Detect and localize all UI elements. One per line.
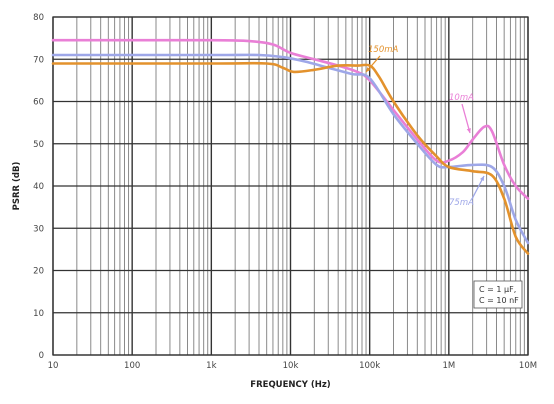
y-tick-label: 20 <box>33 267 44 277</box>
x-tick-label: 1k <box>206 361 216 371</box>
y-tick-label: 30 <box>33 224 44 234</box>
x-tick-label: 10 <box>48 361 59 371</box>
x-tick-label: 100 <box>124 361 140 371</box>
series-line-150ma <box>51 61 530 255</box>
plot-frame <box>52 16 529 356</box>
annotation-label-10ma: 10mA <box>449 93 474 103</box>
x-tick-label: 10k <box>283 361 299 371</box>
x-tick-label: 10M <box>519 361 537 371</box>
y-tick-label: 60 <box>33 98 44 108</box>
y-tick-label: 70 <box>33 55 44 65</box>
annotation-arrowhead-150ma <box>366 67 371 72</box>
y-tick-label: 50 <box>33 140 44 150</box>
condition-line-1: C = 1 µF, <box>479 285 516 294</box>
annotation-arrow-10ma <box>461 103 471 134</box>
annotation-arrowhead-10ma <box>466 128 471 133</box>
condition-box-frame <box>473 280 523 309</box>
y-tick-label: 80 <box>33 13 44 23</box>
series-line-75ma <box>51 53 530 245</box>
series-line-10ma <box>51 38 530 200</box>
annotation-label-150ma: 150mA <box>368 45 399 55</box>
tick-layer: 10 100 1k 10k 100k 1M 10M 0 10 20 30 40 50 60 70 80 <box>33 13 537 371</box>
y-tick-label: 40 <box>33 182 44 192</box>
y-axis-title: PSRR (dB) <box>12 162 22 211</box>
condition-box: C = 1 µF, C = 10 nF <box>473 280 523 309</box>
series-layer <box>51 38 530 255</box>
x-tick-label: 100k <box>359 361 380 371</box>
x-axis-title: FREQUENCY (Hz) <box>250 380 331 390</box>
annotation-arrowhead-75ma <box>479 176 484 181</box>
annotation-label-75ma: 75mA <box>449 198 474 208</box>
grid-major <box>52 16 529 356</box>
condition-line-2: C = 10 nF <box>479 296 519 305</box>
x-tick-label: 1M <box>442 361 455 371</box>
annotation-layer: 150mA 10mA 75mA <box>365 45 485 208</box>
y-tick-label: 0 <box>39 351 44 361</box>
y-tick-label: 10 <box>33 309 44 319</box>
